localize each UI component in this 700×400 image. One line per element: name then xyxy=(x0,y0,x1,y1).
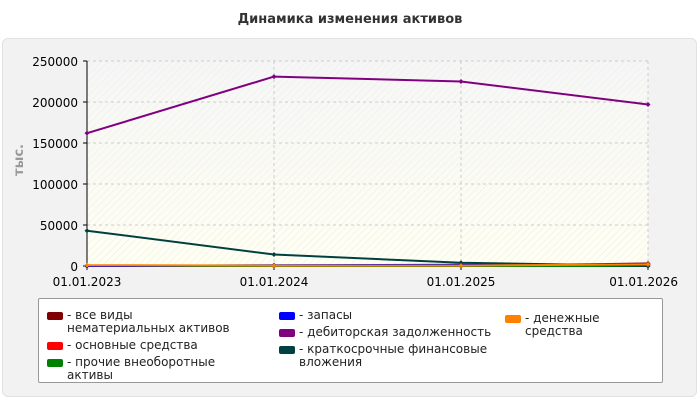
data-point-5 xyxy=(458,260,464,266)
legend-label: - прочие внеоборотные активы xyxy=(67,355,216,382)
legend-label: - дебиторская задолженность xyxy=(299,325,492,339)
data-point-4 xyxy=(84,130,90,136)
data-point-4 xyxy=(645,101,651,107)
data-point-6 xyxy=(458,263,464,269)
data-point-4 xyxy=(458,79,464,84)
data-point-6 xyxy=(84,262,90,268)
legend-swatch xyxy=(47,312,63,320)
x-tick-label: 01.01.2025 xyxy=(427,275,496,289)
x-tick-label: 01.01.2024 xyxy=(240,275,309,289)
legend-swatch xyxy=(279,346,295,354)
series-line-4 xyxy=(86,75,649,135)
y-tick-label: 50000 xyxy=(40,219,78,233)
data-point-5 xyxy=(271,252,277,258)
legend-swatch xyxy=(279,329,295,337)
y-tick-label: 0 xyxy=(70,260,78,274)
legend-label: - основные средства xyxy=(67,338,198,352)
y-tick-label: 250000 xyxy=(32,55,78,69)
x-tick-label: 01.01.2023 xyxy=(53,275,122,289)
legend-swatch xyxy=(47,359,63,367)
data-point-5 xyxy=(84,228,90,234)
legend: - все виды нематериальных активов - основ… xyxy=(38,298,663,383)
grid-layer xyxy=(87,60,649,266)
legend-swatch xyxy=(505,315,521,323)
series-line-6 xyxy=(86,263,649,267)
data-point-4 xyxy=(271,74,277,80)
series-layer xyxy=(84,74,651,269)
legend-swatch xyxy=(279,312,295,320)
data-point-6 xyxy=(645,261,651,267)
y-tick-label: 200000 xyxy=(32,96,78,110)
legend-label: - все виды нематериальных активов xyxy=(67,308,230,335)
y-tick-label: 150000 xyxy=(32,137,78,151)
y-axis-label: тыс. xyxy=(12,144,27,176)
legend-label: - денежные средства xyxy=(525,311,600,338)
legend-label: - запасы xyxy=(299,308,353,322)
plot-hatch xyxy=(87,61,648,266)
chart-title: Динамика изменения активов xyxy=(237,12,463,27)
data-point-6 xyxy=(271,263,277,269)
x-tick-label: 01.01.2026 xyxy=(609,275,678,289)
legend-swatch xyxy=(47,342,63,350)
y-tick-label: 100000 xyxy=(32,178,78,192)
label-layer: 250000 200000 150000 100000 50000 001.01.2023… xyxy=(32,55,678,289)
legend-label: - краткосрочные финансовые вложения xyxy=(299,342,488,369)
